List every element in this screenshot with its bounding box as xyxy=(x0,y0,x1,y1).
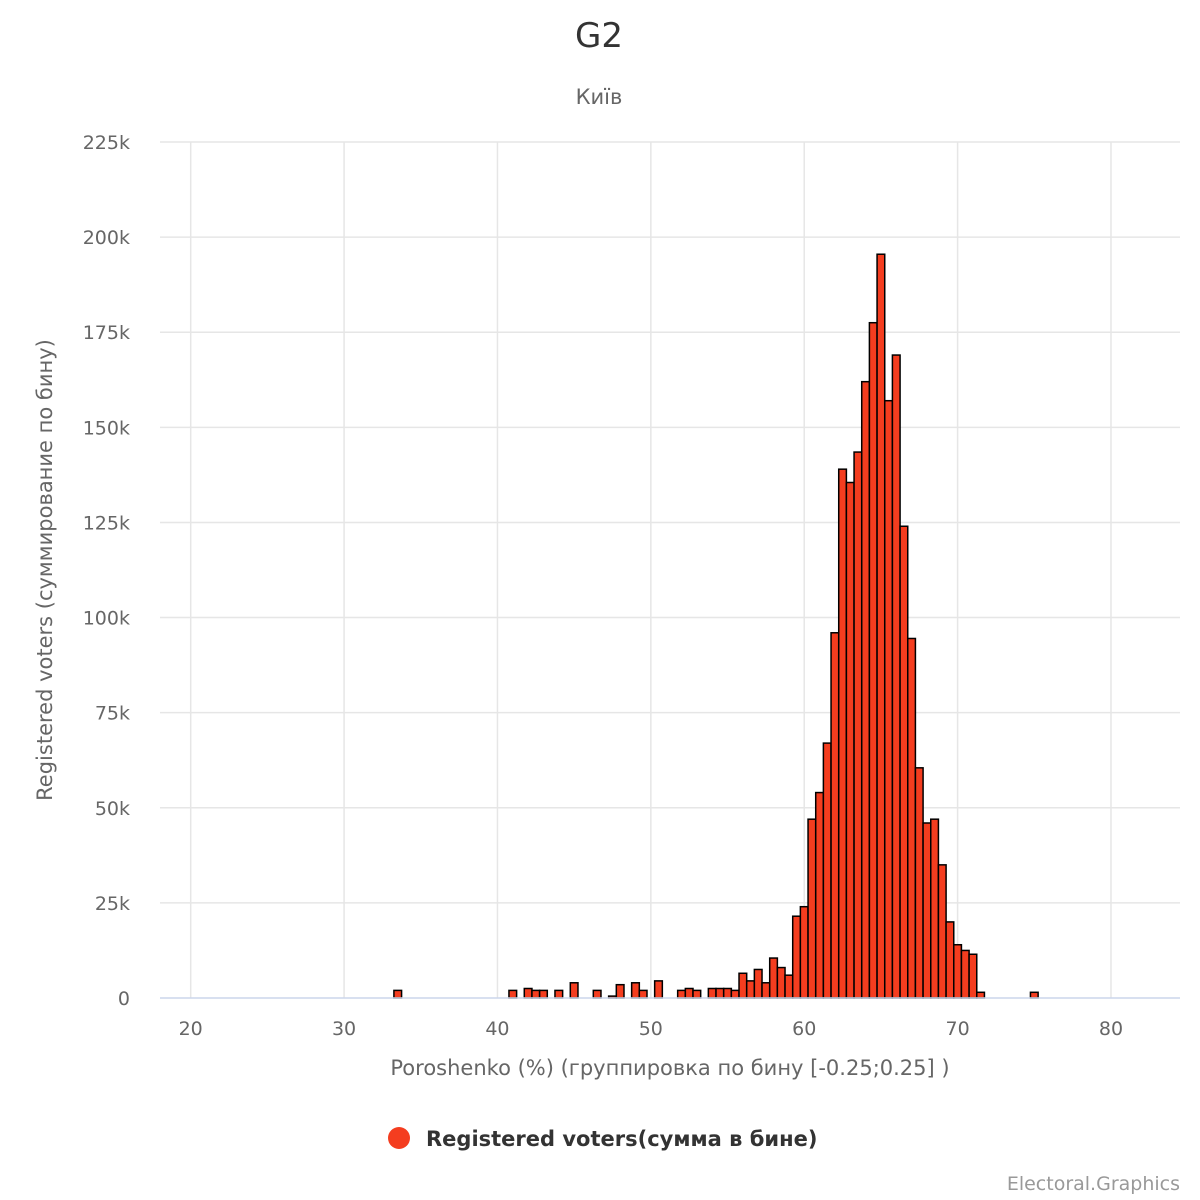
histogram-bar[interactable] xyxy=(753,968,763,999)
histogram-bar[interactable] xyxy=(531,989,541,999)
histogram-bar[interactable] xyxy=(807,818,817,999)
y-tick-label: 125k xyxy=(83,512,130,534)
histogram-bar[interactable] xyxy=(554,989,564,999)
histogram-bar[interactable] xyxy=(837,468,848,999)
x-tick-label: 20 xyxy=(179,1018,203,1040)
x-tick-label: 70 xyxy=(946,1018,970,1040)
histogram-bar[interactable] xyxy=(968,953,978,999)
legend[interactable]: Registered voters(сумма в бине) xyxy=(388,1127,818,1151)
histogram-bar[interactable] xyxy=(853,451,863,999)
x-gridlines xyxy=(189,142,1112,998)
y-tick-label: 0 xyxy=(118,988,130,1010)
x-tick-label: 30 xyxy=(332,1018,356,1040)
histogram-bar[interactable] xyxy=(906,637,917,999)
histogram-bar[interactable] xyxy=(745,980,756,999)
x-tick-label: 60 xyxy=(792,1018,816,1040)
histogram-bar[interactable] xyxy=(715,987,725,999)
y-tick-label: 25k xyxy=(95,893,130,915)
bars xyxy=(393,253,1039,999)
histogram-bar[interactable] xyxy=(676,989,687,999)
histogram-bar[interactable] xyxy=(692,989,702,999)
histogram-bar[interactable] xyxy=(860,380,871,999)
histogram-bar[interactable] xyxy=(722,987,733,999)
histogram-bar[interactable] xyxy=(953,943,963,999)
histogram-bar[interactable] xyxy=(791,915,802,999)
histogram-bar[interactable] xyxy=(822,742,832,999)
y-axis-title: Registered voters (суммирование по бину) xyxy=(33,339,57,801)
legend-label[interactable]: Registered voters(сумма в бине) xyxy=(426,1127,818,1151)
histogram-bar[interactable] xyxy=(883,399,894,999)
histogram-bar[interactable] xyxy=(845,481,855,999)
y-tick-labels: 0 25k 50k 75k 100k 125k 150k 175k 200k 225k xyxy=(83,132,130,1010)
histogram-bar[interactable] xyxy=(569,982,579,999)
histogram-bar[interactable] xyxy=(538,989,549,999)
credit-label[interactable]: Electoral.Graphics xyxy=(1007,1173,1180,1195)
y-tick-label: 75k xyxy=(95,703,130,725)
histogram-bar[interactable] xyxy=(592,989,602,999)
histogram-bar[interactable] xyxy=(523,987,533,999)
histogram-bar[interactable] xyxy=(508,989,518,999)
histogram-bar[interactable] xyxy=(937,864,947,999)
histogram-bar[interactable] xyxy=(914,767,924,999)
histogram-bar[interactable] xyxy=(776,966,786,999)
histogram-bar[interactable] xyxy=(899,525,909,999)
y-tick-label: 150k xyxy=(83,417,130,439)
histogram-bar[interactable] xyxy=(638,989,648,999)
histogram-bar[interactable] xyxy=(761,982,771,999)
x-tick-label: 50 xyxy=(639,1018,663,1040)
histogram-bar[interactable] xyxy=(814,791,825,999)
y-tick-label: 200k xyxy=(83,227,130,249)
y-tick-label: 100k xyxy=(83,608,130,630)
histogram-bar[interactable] xyxy=(784,974,794,999)
x-tick-labels: 20 30 40 50 60 70 80 xyxy=(179,1018,1123,1040)
x-axis-title: Poroshenko (%) (группировка по бину [-0.… xyxy=(390,1056,949,1080)
histogram-bar[interactable] xyxy=(945,921,955,999)
histogram-bar[interactable] xyxy=(922,822,932,999)
histogram-bar[interactable] xyxy=(876,253,886,999)
y-gridlines xyxy=(160,141,1180,904)
histogram-bar[interactable] xyxy=(830,632,840,999)
x-tick-label: 40 xyxy=(485,1018,509,1040)
histogram-bar[interactable] xyxy=(730,989,740,999)
histogram-bar[interactable] xyxy=(868,321,878,999)
chart-subtitle: Київ xyxy=(576,85,623,109)
histogram-bar[interactable] xyxy=(976,991,986,999)
chart-title: G2 xyxy=(575,16,623,56)
histogram-bar[interactable] xyxy=(930,818,940,999)
histogram-bar[interactable] xyxy=(630,982,641,999)
histogram-bar[interactable] xyxy=(684,987,694,999)
y-tick-label: 175k xyxy=(83,322,130,344)
x-tick-label: 80 xyxy=(1099,1018,1123,1040)
histogram-bar[interactable] xyxy=(653,980,664,999)
histogram-bar[interactable] xyxy=(707,987,717,999)
histogram-bar[interactable] xyxy=(738,972,748,999)
y-tick-label: 50k xyxy=(95,798,130,820)
histogram-bar[interactable] xyxy=(960,949,970,999)
histogram-bar[interactable] xyxy=(891,354,901,999)
histogram-bar[interactable] xyxy=(768,957,779,999)
legend-marker-icon xyxy=(388,1127,410,1149)
histogram-bar[interactable] xyxy=(393,989,403,999)
histogram-bar[interactable] xyxy=(799,905,809,999)
y-tick-label: 225k xyxy=(83,132,130,154)
histogram-bar[interactable] xyxy=(1029,991,1039,999)
histogram-bar[interactable] xyxy=(615,983,625,999)
